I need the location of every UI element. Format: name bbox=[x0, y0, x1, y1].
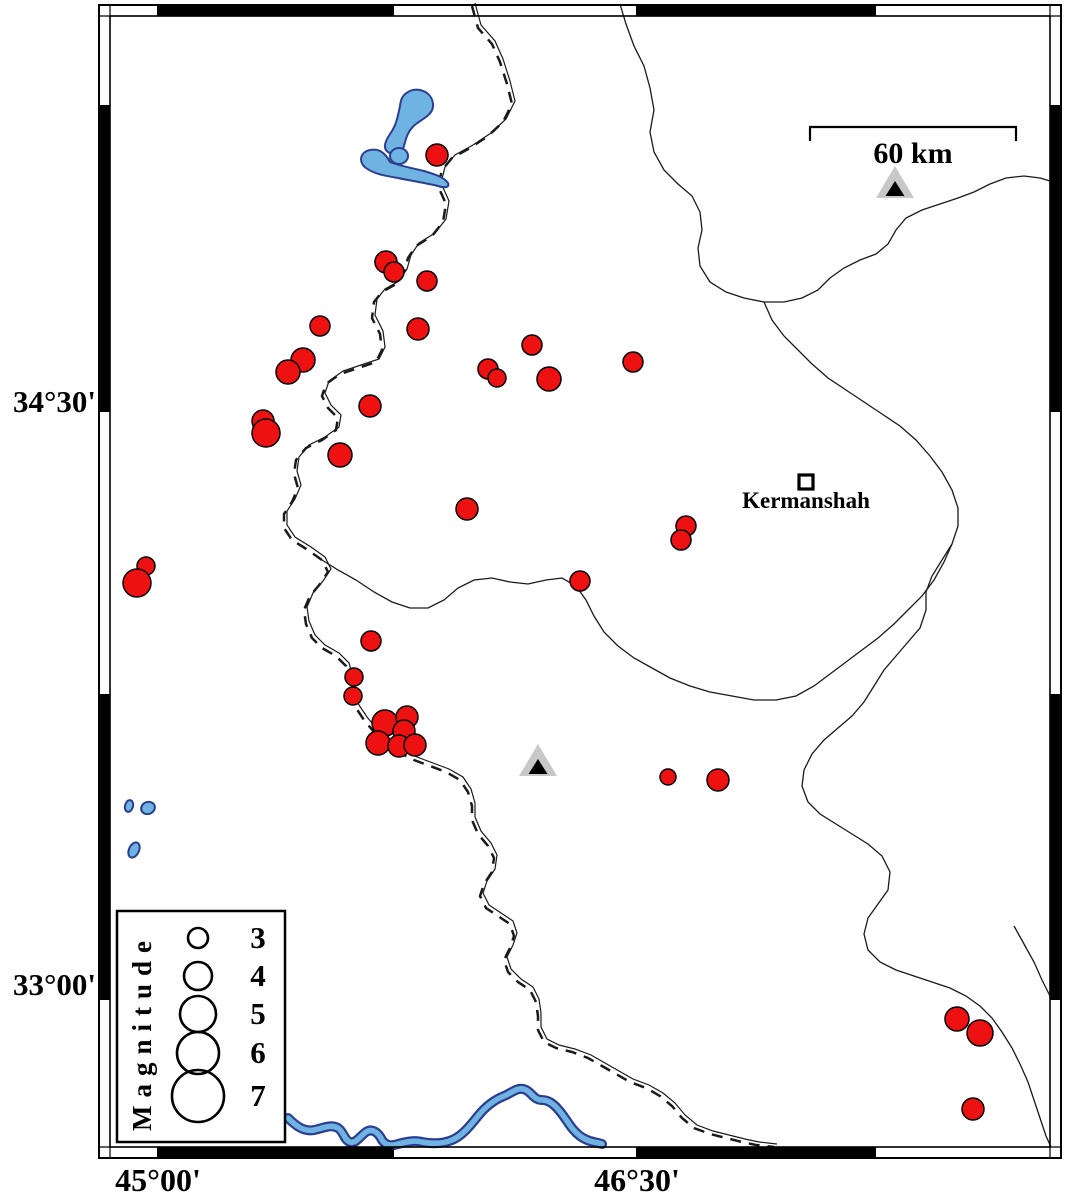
earthquake-marker bbox=[251, 418, 281, 448]
earthquake-marker bbox=[944, 1006, 970, 1032]
scale-bar bbox=[808, 125, 1018, 141]
station-markers bbox=[519, 166, 914, 776]
legend-title: Magnitude bbox=[127, 933, 157, 1132]
lat-tick-label-33-00: 33°00' bbox=[12, 967, 96, 1002]
earthquake-marker bbox=[622, 351, 644, 373]
lake-north-body bbox=[360, 148, 450, 189]
frame-outer-rect bbox=[98, 4, 1062, 1159]
earthquake-marker bbox=[961, 1097, 985, 1121]
frame-black-segment-left bbox=[99, 105, 110, 412]
city-label: Kermanshah bbox=[742, 488, 870, 513]
earthquake-marker bbox=[487, 368, 507, 388]
station-triangle-inner bbox=[528, 759, 548, 774]
legend-mag-3-label: 3 bbox=[250, 920, 266, 955]
legend-mag-4-label: 4 bbox=[250, 958, 266, 993]
earthquake-markers bbox=[122, 143, 994, 1121]
earthquake-marker bbox=[360, 630, 382, 652]
legend-circle-mag-4 bbox=[182, 960, 214, 992]
earthquake-marker bbox=[309, 315, 331, 337]
province-border-east bbox=[763, 301, 1052, 1148]
earthquake-marker bbox=[659, 768, 677, 786]
lake-north bbox=[383, 88, 435, 155]
earthquake-marker bbox=[406, 317, 430, 341]
earthquake-marker bbox=[521, 334, 543, 356]
map-frame bbox=[98, 4, 1062, 1159]
earthquake-marker bbox=[536, 366, 562, 392]
river-south bbox=[285, 1086, 605, 1148]
lat-tick-label-34-30: 34°30' bbox=[12, 384, 96, 419]
lon-tick-label-46-30: 46°30' bbox=[594, 1162, 680, 1195]
lake-north-neck bbox=[389, 147, 409, 165]
earthquake-marker bbox=[327, 442, 353, 468]
province-border-southeast-branch bbox=[1013, 925, 1051, 997]
station-triangle-inner bbox=[885, 181, 905, 196]
scale-bar-bracket bbox=[808, 125, 1018, 141]
lon-tick-label-45-00: 45°00' bbox=[115, 1162, 201, 1195]
legend-circle-mag-3 bbox=[186, 926, 210, 950]
frame-black-segment-top bbox=[636, 5, 876, 16]
legend-box bbox=[115, 909, 287, 1144]
legend-mag-5-label: 5 bbox=[250, 996, 266, 1031]
frame-black-segment-left bbox=[99, 694, 110, 1000]
earthquake-marker bbox=[122, 568, 152, 598]
earthquake-marker bbox=[343, 686, 363, 706]
earthquake-marker bbox=[706, 768, 730, 792]
earthquake-marker bbox=[383, 261, 405, 283]
legend-circle-mag-6 bbox=[175, 1030, 221, 1076]
earthquake-marker bbox=[344, 667, 364, 687]
boundary-lines bbox=[282, 2, 1052, 1149]
pond-1 bbox=[123, 799, 135, 813]
water-bodies bbox=[123, 88, 607, 1151]
earthquake-marker bbox=[569, 570, 591, 592]
frame-black-segment-top bbox=[157, 5, 394, 16]
river-south-outline bbox=[283, 1083, 607, 1151]
legend-mag-7-label: 7 bbox=[250, 1078, 266, 1113]
earthquake-marker bbox=[425, 143, 449, 167]
frame-black-segment-bottom bbox=[636, 1147, 876, 1158]
legend-circle-mag-7 bbox=[170, 1068, 226, 1124]
province-border-north bbox=[619, 3, 1051, 303]
frame-black-segment-right bbox=[1050, 694, 1061, 1000]
city-marker bbox=[797, 473, 815, 491]
earthquake-marker bbox=[365, 730, 391, 756]
earthquake-marker bbox=[358, 394, 382, 418]
scale-bar-label: 60 km bbox=[873, 137, 953, 170]
frame-black-segment-right bbox=[1050, 105, 1061, 412]
earthquake-marker bbox=[275, 359, 301, 385]
international-border-dashed-line bbox=[282, 5, 775, 1149]
legend-mag-6-label: 6 bbox=[250, 1035, 266, 1070]
pond-3 bbox=[127, 841, 141, 859]
earthquake-marker bbox=[403, 733, 427, 757]
magnitude-legend bbox=[115, 909, 287, 1144]
frame-black-segment-bottom bbox=[157, 1147, 394, 1158]
earthquake-marker bbox=[455, 497, 479, 521]
city-square-marker bbox=[797, 473, 815, 491]
earthquake-marker bbox=[966, 1019, 994, 1047]
pond-2 bbox=[140, 800, 156, 816]
international-border-solid-line bbox=[286, 2, 778, 1145]
province-border-middle bbox=[321, 543, 953, 701]
earthquake-marker bbox=[416, 270, 438, 292]
earthquake-marker bbox=[670, 529, 692, 551]
